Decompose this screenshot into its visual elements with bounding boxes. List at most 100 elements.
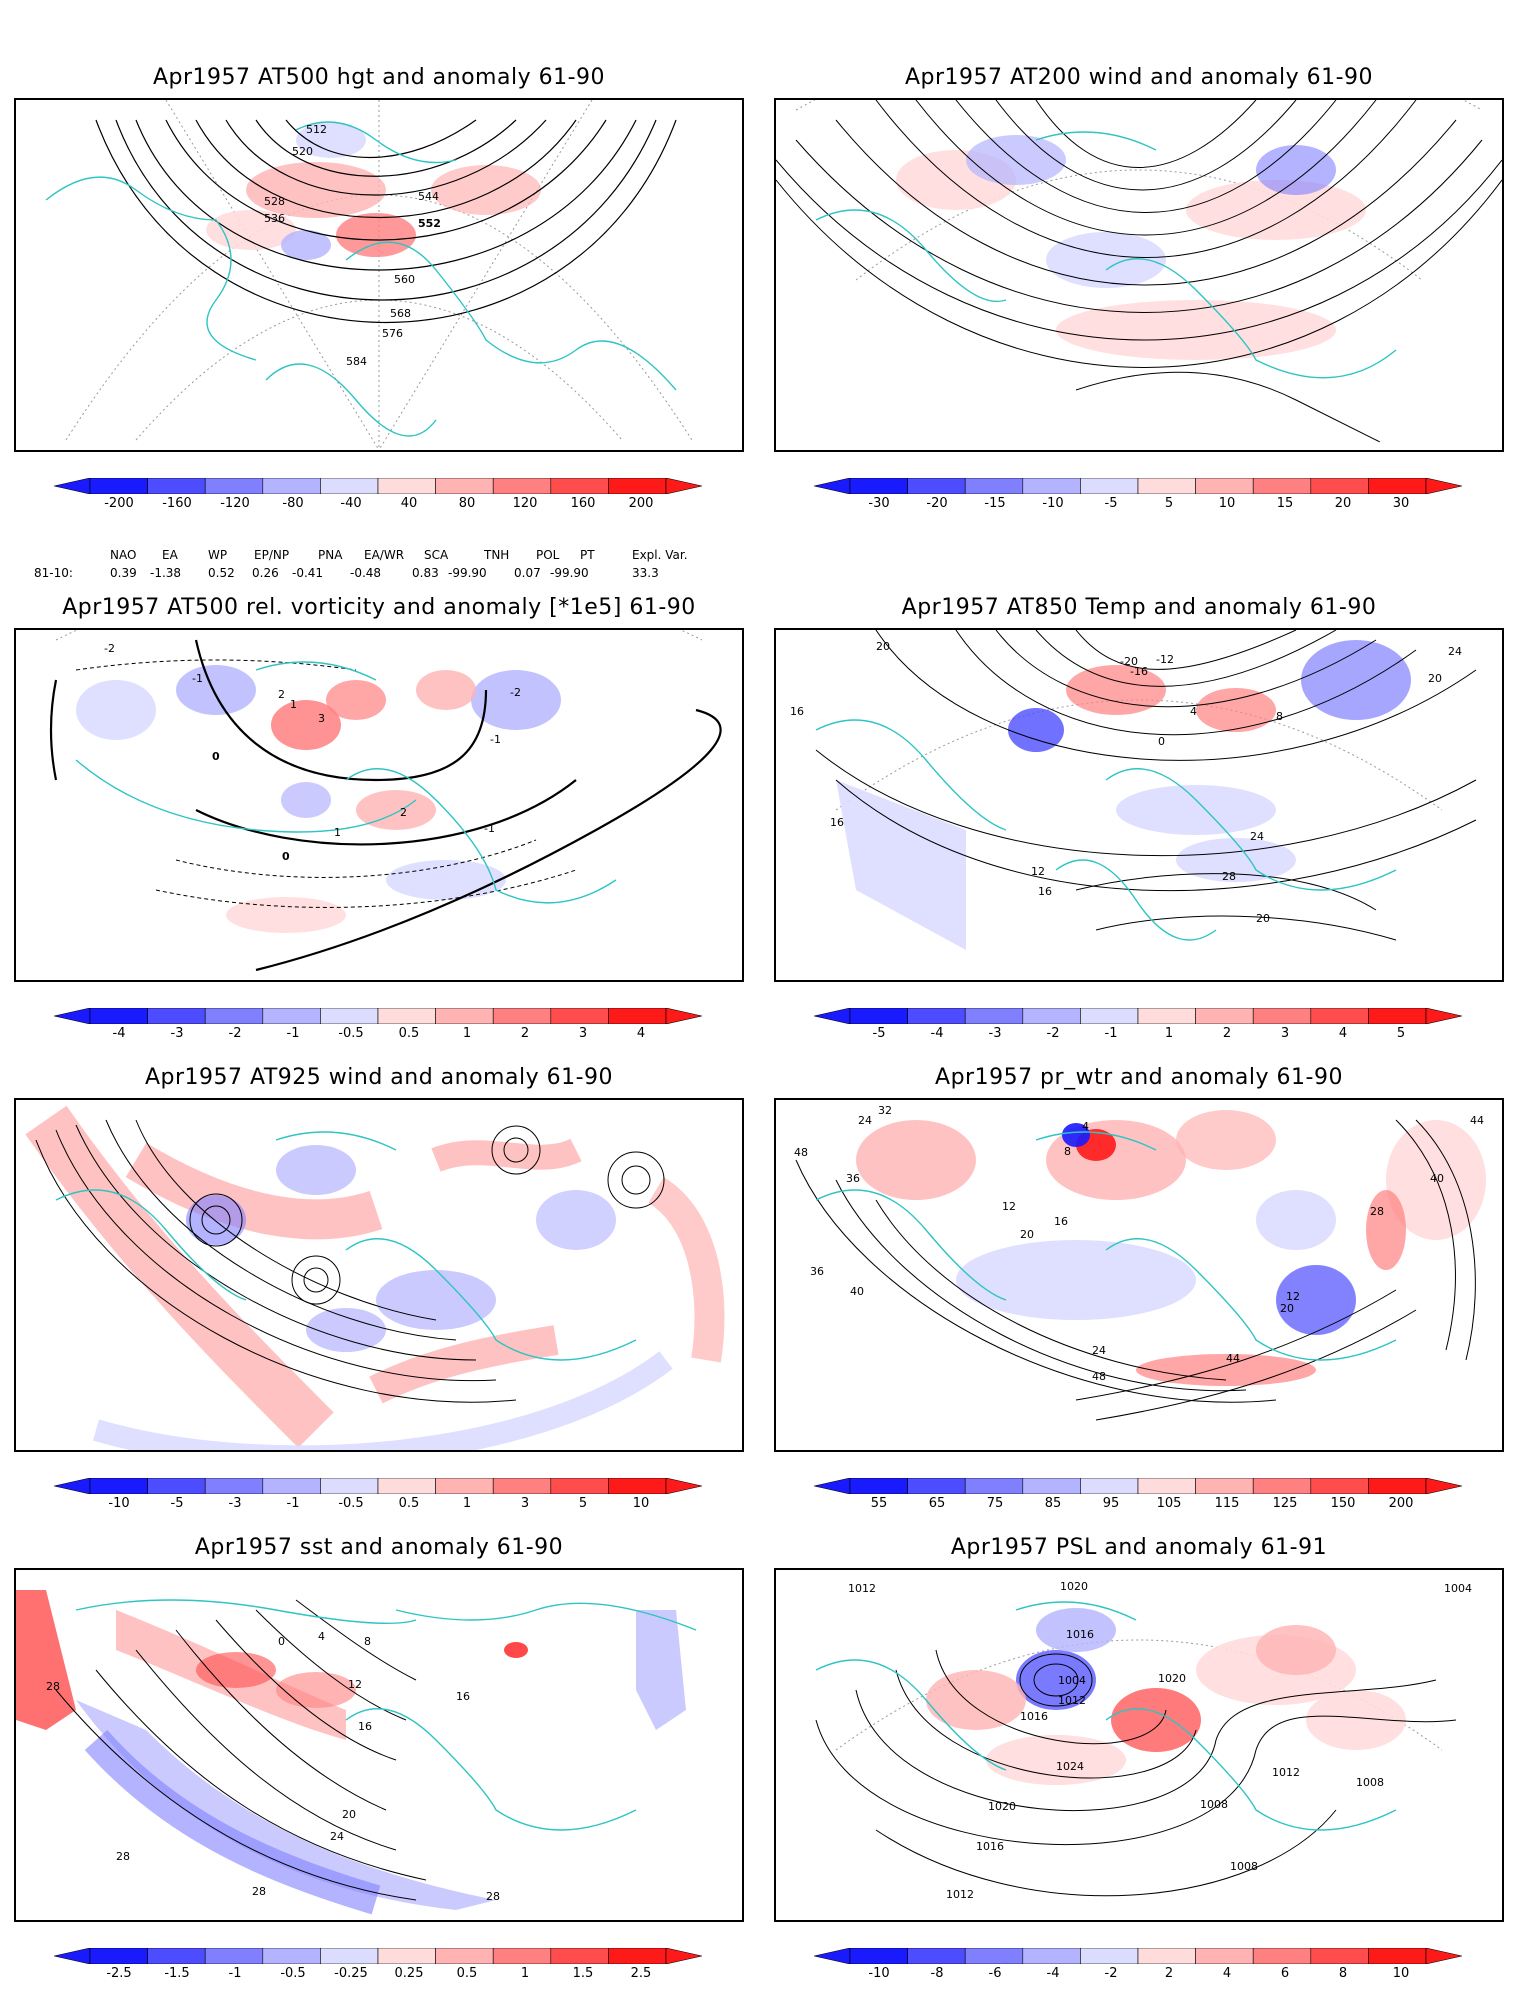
colorbar-tick: -4 <box>930 1026 944 1041</box>
colorbar-segment <box>147 478 206 494</box>
contour-label: 1012 <box>1272 1766 1300 1779</box>
colorbar-segment <box>262 478 321 494</box>
contour-label: 28 <box>252 1885 266 1898</box>
map-graphic: 512 520 528 536 544 552 560 568 576 584 <box>45 100 693 450</box>
contour-label: 528 <box>264 195 285 208</box>
contour-label: 20 <box>1256 912 1270 925</box>
index-name: SCA <box>424 548 449 562</box>
colorbar-tick: -0.25 <box>334 1966 368 1981</box>
colorbar-tick: -3 <box>170 1026 184 1041</box>
index-value: -0.41 <box>292 566 324 580</box>
colorbar-segment <box>204 478 264 494</box>
contour-label: 40 <box>1430 1172 1444 1185</box>
colorbar-segment <box>262 1008 321 1024</box>
colorbar-tick: -2 <box>228 1026 242 1041</box>
colorbar-tick: -4 <box>112 1026 126 1041</box>
contour-label: 44 <box>1226 1352 1240 1365</box>
colorbar-segment <box>147 1478 206 1494</box>
colorbar-ticks: -4 -3 -2 -1 -0.5 0.5 1 2 3 4 <box>54 1026 702 1042</box>
map-graphic: 1012 1020 1016 1004 1012 1016 1020 1024 … <box>815 1580 1472 1901</box>
contour-label: -2 <box>104 642 115 655</box>
panel-title: Apr1957 pr_wtr and anomaly 61-90 <box>935 1065 1343 1090</box>
index-value: 0.07 <box>514 566 541 580</box>
colorbar-segment <box>550 1008 609 1024</box>
colorbar-segment <box>1195 478 1254 494</box>
contour-label: 1004 <box>1444 1582 1472 1595</box>
index-value: -99.90 <box>550 566 589 580</box>
contour-label: 36 <box>846 1172 860 1185</box>
colorbar-tick: 200 <box>628 496 654 511</box>
colorbar-tick: -10 <box>868 1966 890 1981</box>
colorbar-segment <box>1080 1008 1139 1024</box>
contour-label: 0 <box>1158 735 1165 748</box>
colorbar-tick: -2 <box>1046 1026 1060 1041</box>
colorbar-tick: 65 <box>928 1496 946 1511</box>
map-sst: 28 0 4 8 12 16 20 24 28 28 28 16 <box>14 1568 744 1922</box>
contour-label: 16 <box>790 705 804 718</box>
colorbar-segment <box>1080 1478 1139 1494</box>
colorbar-segment <box>492 1948 552 1964</box>
colorbar-tick: 125 <box>1272 1496 1298 1511</box>
colorbar-segment <box>320 1478 379 1494</box>
colorbar-tick: 0.5 <box>398 1496 420 1511</box>
contour-label: 36 <box>810 1265 824 1278</box>
colorbar-tick: 200 <box>1388 1496 1414 1511</box>
index-name: EA/WR <box>364 548 405 562</box>
colorbar-tick: 85 <box>1044 1496 1062 1511</box>
colorbar-ticks: 55 65 75 85 95 105 115 125 150 200 <box>814 1496 1462 1512</box>
contour-label: 16 <box>456 1690 470 1703</box>
colorbar-segment <box>435 1478 494 1494</box>
contour-label: 512 <box>306 123 327 136</box>
colorbar-arrow-high <box>1425 1478 1462 1494</box>
contour-label: 28 <box>116 1850 130 1863</box>
colorbar-segment <box>849 1478 908 1494</box>
colorbar-graphic <box>814 1948 1462 1964</box>
index-name: WP <box>208 548 228 562</box>
contour-label: 1012 <box>1058 1694 1086 1707</box>
colorbar-segment <box>1195 1478 1254 1494</box>
colorbar <box>54 1948 702 1964</box>
colorbar-tick: -40 <box>340 496 362 511</box>
contour-label: 28 <box>46 1680 60 1693</box>
panel-title: Apr1957 AT850 Temp and anomaly 61-90 <box>901 595 1377 620</box>
colorbar-tick: -0.5 <box>280 1966 306 1981</box>
contour-label: 1008 <box>1356 1776 1384 1789</box>
colorbar-tick: -8 <box>930 1966 944 1981</box>
colorbar-graphic <box>54 1478 702 1494</box>
colorbar-graphic <box>54 478 702 494</box>
colorbar-segment <box>1195 1948 1254 1964</box>
panel-title: Apr1957 PSL and anomaly 61-91 <box>950 1535 1328 1560</box>
contour-label: 0 <box>212 750 220 763</box>
panel-title: Apr1957 AT925 wind and anomaly 61-90 <box>144 1065 614 1090</box>
colorbar-tick: -2 <box>1104 1966 1118 1981</box>
colorbar-segment <box>320 1008 379 1024</box>
colorbar-segment <box>204 1008 264 1024</box>
index-name: EP/NP <box>254 548 290 562</box>
panel-title: Apr1957 AT200 wind and anomaly 61-90 <box>904 65 1374 90</box>
colorbar-tick: 30 <box>1392 496 1410 511</box>
colorbar-tick: 115 <box>1214 1496 1240 1511</box>
panel-title: Apr1957 AT500 hgt and anomaly 61-90 <box>152 65 606 90</box>
colorbar-segment <box>1022 1948 1081 1964</box>
colorbar-segment <box>1310 1478 1369 1494</box>
colorbar-tick: 2.5 <box>630 1966 652 1981</box>
colorbar-tick: 75 <box>986 1496 1004 1511</box>
contour-label: 560 <box>394 273 415 286</box>
contour-label: 536 <box>264 212 285 225</box>
colorbar-tick: 120 <box>512 496 538 511</box>
colorbar-segment <box>262 1478 321 1494</box>
colorbar-tick: 1 <box>462 1496 472 1511</box>
colorbar-segment <box>1252 1948 1312 1964</box>
colorbar-segment <box>550 478 609 494</box>
contour-label: 1024 <box>1056 1760 1084 1773</box>
colorbar-segment <box>1368 1008 1427 1024</box>
contour-label: 16 <box>1054 1215 1068 1228</box>
colorbar-tick: 5 <box>1396 1026 1406 1041</box>
contour-label: 1020 <box>1158 1672 1186 1685</box>
map-graphic <box>776 100 1502 443</box>
colorbar-segment <box>1137 1008 1196 1024</box>
colorbar-arrow-low <box>814 478 851 494</box>
contour-label: 1016 <box>976 1840 1004 1853</box>
colorbar-segment <box>320 1948 379 1964</box>
contour-label: 16 <box>830 816 844 829</box>
